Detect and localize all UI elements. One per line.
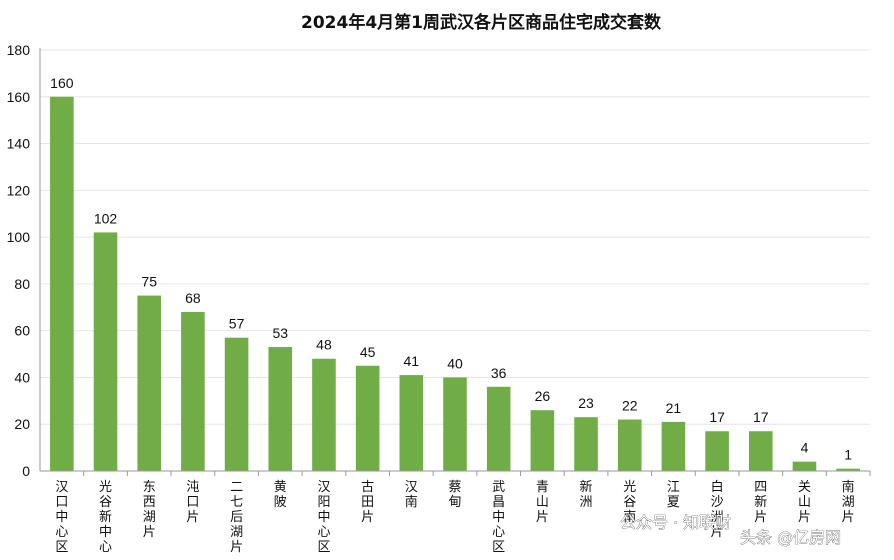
x-tick-label: 白沙洲片 <box>711 479 724 540</box>
x-tick-label: 南湖片 <box>842 479 855 525</box>
bar <box>661 421 686 471</box>
data-label: 48 <box>316 337 332 353</box>
grid-lines <box>40 49 870 425</box>
data-label: 160 <box>50 75 74 91</box>
y-tick-label: 120 <box>7 182 31 198</box>
data-label: 102 <box>94 210 118 226</box>
x-tick-label: 光谷南 <box>623 480 636 525</box>
bar <box>530 410 555 471</box>
bar <box>399 375 424 471</box>
data-label: 17 <box>753 409 769 425</box>
data-label: 75 <box>141 274 157 290</box>
data-label: 21 <box>666 400 682 416</box>
bar <box>355 365 380 471</box>
bar <box>443 377 467 471</box>
data-label: 22 <box>622 398 638 414</box>
bar <box>617 419 642 471</box>
data-label: 36 <box>491 365 507 381</box>
bar <box>268 347 293 471</box>
bar <box>312 358 336 471</box>
y-tick-label: 60 <box>14 323 30 339</box>
data-label: 53 <box>272 325 288 341</box>
bars <box>50 96 860 472</box>
y-tick-label: 180 <box>7 42 31 58</box>
x-tick-label: 江夏 <box>667 480 680 510</box>
data-label: 68 <box>185 290 201 306</box>
x-tick-label: 新洲 <box>580 479 593 510</box>
x-tick-label: 武昌中心区 <box>492 480 505 555</box>
watermark-right: 头条 @亿房网 <box>740 528 841 547</box>
bar <box>93 232 118 471</box>
bar <box>50 96 74 472</box>
x-tick-label: 汉口中心区 <box>55 480 68 555</box>
watermark-left: 公众号 · 知联财 <box>620 513 731 532</box>
y-tick-label: 0 <box>22 463 30 479</box>
watermark: 公众号 · 知联财 头条 @亿房网 <box>620 513 842 548</box>
data-label: 57 <box>229 316 245 332</box>
x-tick-label: 蔡甸 <box>448 480 461 510</box>
bar <box>486 386 511 471</box>
y-tick-label: 100 <box>7 229 31 245</box>
x-tick-label: 光谷新中心 <box>99 480 112 555</box>
x-tick-label: 汉阳中心区 <box>317 480 330 555</box>
bar <box>574 417 598 471</box>
x-tick-label: 沌口片 <box>186 480 199 525</box>
bar <box>224 337 249 471</box>
y-axis: 0 20 40 60 80 100 120 140 160 180 <box>7 42 41 479</box>
y-tick-label: 140 <box>7 136 31 152</box>
y-tick-label: 20 <box>14 416 30 432</box>
bar <box>181 311 205 471</box>
bar <box>836 468 860 471</box>
data-label: 41 <box>404 353 420 369</box>
data-label: 17 <box>709 409 725 425</box>
y-tick-label: 80 <box>14 276 30 292</box>
y-tick-label: 160 <box>7 89 31 105</box>
x-tick-label: 汉南 <box>405 480 418 510</box>
x-tick-label: 青山片 <box>536 480 549 525</box>
x-tick-label: 黄陂 <box>274 480 287 510</box>
data-label: 4 <box>801 440 809 456</box>
data-label: 45 <box>360 344 376 360</box>
bar <box>705 431 729 471</box>
x-tick-label: 古田片 <box>361 480 374 525</box>
data-label: 1 <box>844 447 852 463</box>
bar <box>792 461 817 471</box>
chart-title: 2024年4月第1周武汉各片区商品住宅成交套数 <box>301 12 662 33</box>
data-label: 23 <box>578 395 594 411</box>
bar <box>748 431 773 471</box>
x-tick-label: 二七后湖片 <box>230 480 243 555</box>
x-tick-label: 关山片 <box>798 480 811 525</box>
data-label: 26 <box>535 388 551 404</box>
y-tick-label: 40 <box>14 369 30 385</box>
x-tick-label: 四新片 <box>754 480 767 525</box>
bar <box>137 295 162 471</box>
data-label: 40 <box>447 355 463 371</box>
x-tick-label: 东西湖片 <box>143 480 156 540</box>
